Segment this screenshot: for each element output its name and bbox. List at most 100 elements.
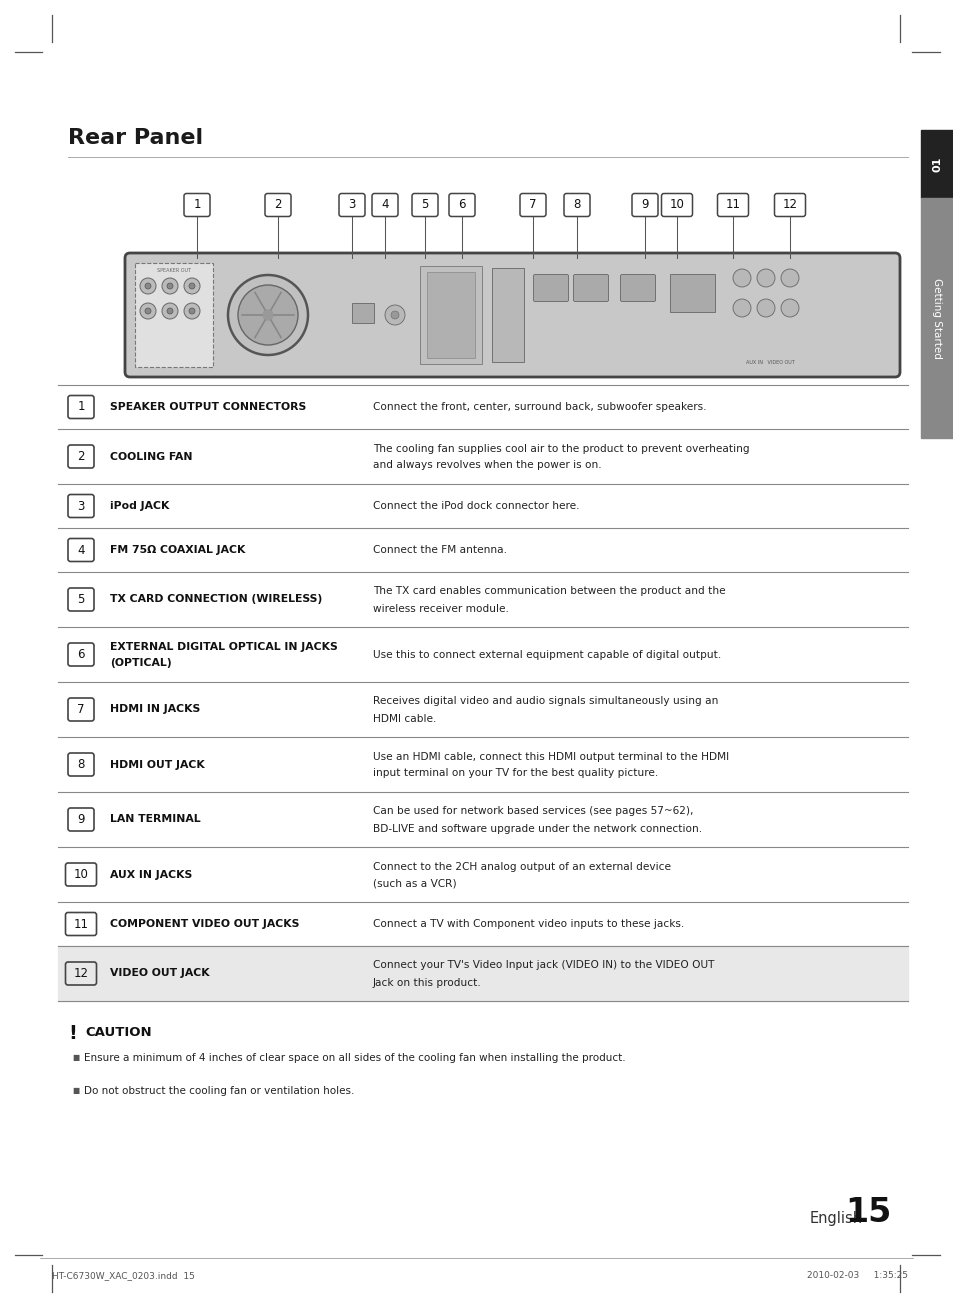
Bar [58,847,907,902]
Text: COOLING FAN: COOLING FAN [110,451,193,461]
Text: 3: 3 [348,199,355,212]
Text: 10: 10 [73,868,89,881]
Bar [58,572,907,627]
Bar [58,792,907,847]
Circle shape [732,299,750,318]
Text: LAN TERMINAL: LAN TERMINAL [110,814,200,825]
Text: BD-LIVE and software upgrade under the network connection.: BD-LIVE and software upgrade under the n… [373,823,701,834]
Circle shape [145,308,151,314]
Circle shape [757,299,774,318]
Text: 5: 5 [421,199,428,212]
Bar [58,429,907,484]
Text: HT-C6730W_XAC_0203.indd  15: HT-C6730W_XAC_0203.indd 15 [52,1272,194,1281]
Bar [135,263,213,367]
Text: 11: 11 [724,199,740,212]
Text: Use an HDMI cable, connect this HDMI output terminal to the HDMI: Use an HDMI cable, connect this HDMI out… [373,752,728,762]
FancyBboxPatch shape [68,588,94,610]
Text: AUX IN   VIDEO OUT: AUX IN VIDEO OUT [745,359,794,365]
FancyBboxPatch shape [338,193,365,217]
Bar [58,682,907,737]
Circle shape [162,303,178,319]
Text: SPEAKER OUTPUT CONNECTORS: SPEAKER OUTPUT CONNECTORS [110,403,306,412]
Text: Do not obstruct the cooling fan or ventilation holes.: Do not obstruct the cooling fan or venti… [84,1086,354,1097]
Text: Use this to connect external equipment capable of digital output.: Use this to connect external equipment c… [373,650,720,660]
Circle shape [167,284,172,289]
Text: Can be used for network based services (see pages 57~62),: Can be used for network based services (… [373,806,693,817]
Text: input terminal on your TV for the best quality picture.: input terminal on your TV for the best q… [373,769,658,779]
Circle shape [189,308,194,314]
Text: HDMI OUT JACK: HDMI OUT JACK [110,759,205,770]
Circle shape [140,303,156,319]
Text: VIDEO OUT JACK: VIDEO OUT JACK [110,968,210,979]
FancyBboxPatch shape [519,193,545,217]
Text: 01: 01 [931,157,942,171]
Text: 1: 1 [193,199,200,212]
FancyBboxPatch shape [631,193,658,217]
Text: 2010-02-03     1:35:25: 2010-02-03 1:35:25 [806,1272,907,1281]
Bar [920,129,953,197]
Text: (such as a VCR): (such as a VCR) [373,878,456,889]
Text: Connect the front, center, surround back, subwoofer speakers.: Connect the front, center, surround back… [373,403,706,412]
Text: iPod JACK: iPod JACK [110,501,170,511]
Circle shape [757,269,774,288]
Text: English: English [809,1210,862,1226]
Text: 1: 1 [77,400,85,413]
Circle shape [184,303,200,319]
Circle shape [162,278,178,294]
Text: Ensure a minimum of 4 inches of clear space on all sides of the cooling fan when: Ensure a minimum of 4 inches of clear sp… [84,1053,625,1063]
Text: !: ! [68,1023,77,1043]
FancyBboxPatch shape [660,193,692,217]
Bar [58,484,907,528]
Text: Connect a TV with Component video inputs to these jacks.: Connect a TV with Component video inputs… [373,919,683,929]
FancyBboxPatch shape [449,193,475,217]
FancyBboxPatch shape [265,193,291,217]
Circle shape [385,305,405,325]
FancyBboxPatch shape [68,808,94,831]
Text: FM 75Ω COAXIAL JACK: FM 75Ω COAXIAL JACK [110,545,245,555]
FancyBboxPatch shape [573,274,608,302]
Text: 9: 9 [640,199,648,212]
Text: Connect to the 2CH analog output of an external device: Connect to the 2CH analog output of an e… [373,861,670,872]
Text: CAUTION: CAUTION [85,1026,152,1039]
Text: Rear Panel: Rear Panel [68,128,203,148]
FancyBboxPatch shape [68,643,94,667]
Bar [492,268,523,362]
Text: 7: 7 [77,703,85,716]
Text: Getting Started: Getting Started [931,277,942,358]
Circle shape [781,269,799,288]
Bar [58,627,907,682]
Text: ■: ■ [71,1053,79,1063]
Text: 2: 2 [77,450,85,463]
FancyBboxPatch shape [66,912,96,936]
Text: 9: 9 [77,813,85,826]
Text: 15: 15 [844,1196,890,1230]
Text: Connect the iPod dock connector here.: Connect the iPod dock connector here. [373,501,578,511]
Bar [669,274,714,312]
FancyBboxPatch shape [68,698,94,721]
Text: Receives digital video and audio signals simultaneously using an: Receives digital video and audio signals… [373,697,718,707]
FancyBboxPatch shape [619,274,655,302]
FancyBboxPatch shape [68,444,94,468]
Text: 6: 6 [457,199,465,212]
Bar [58,386,907,429]
Text: 4: 4 [77,544,85,557]
Text: 12: 12 [781,199,797,212]
FancyBboxPatch shape [184,193,210,217]
Circle shape [145,284,151,289]
Text: HDMI IN JACKS: HDMI IN JACKS [110,704,200,715]
Text: (OPTICAL): (OPTICAL) [110,659,172,668]
Circle shape [228,274,308,356]
Circle shape [140,278,156,294]
FancyBboxPatch shape [125,254,899,376]
Text: Connect your TV's Video Input jack (VIDEO IN) to the VIDEO OUT: Connect your TV's Video Input jack (VIDE… [373,961,714,971]
Bar [419,267,481,365]
Bar [920,197,953,438]
Text: ■: ■ [71,1086,79,1095]
Text: 4: 4 [381,199,388,212]
FancyBboxPatch shape [66,962,96,985]
FancyBboxPatch shape [563,193,589,217]
Bar [427,272,475,358]
Circle shape [732,269,750,288]
Text: 8: 8 [77,758,85,771]
Circle shape [263,310,273,320]
